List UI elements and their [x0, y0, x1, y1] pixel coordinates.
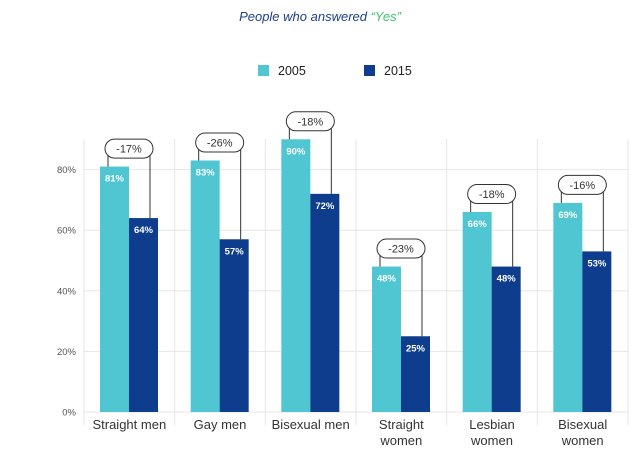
bar-2005	[553, 202, 583, 412]
change-annotation: -18%	[285, 111, 335, 194]
change-annotation: -17%	[104, 138, 154, 219]
bar-value-label: 48%	[497, 274, 517, 285]
chart-title: People who answered “Yes”	[239, 9, 402, 24]
category-label: women	[470, 433, 513, 448]
change-pill	[376, 238, 426, 259]
legend-swatch	[364, 65, 375, 76]
legend-item-2005: 2005	[258, 64, 306, 78]
change-annotation: -26%	[195, 132, 245, 240]
change-label: -23%	[388, 244, 414, 256]
y-tick-label: 40%	[57, 286, 77, 297]
change-annotations: -17% -26% -18% -23% -18% -16%	[104, 111, 607, 337]
bar-value-label: 83%	[196, 168, 216, 179]
legend-item-2015: 2015	[364, 64, 412, 78]
y-tick-label: 0%	[62, 408, 76, 419]
bar-2005	[190, 160, 220, 412]
category-label: Bisexual	[558, 417, 607, 432]
y-tick-label: 60%	[57, 226, 77, 237]
category-label: women	[379, 433, 422, 448]
chart-title-prefix: People who answered	[239, 9, 371, 24]
bar-value-label: 90%	[286, 146, 306, 157]
change-label: -18%	[297, 116, 323, 128]
legend-swatch	[258, 65, 269, 76]
category-label: Bisexual men	[272, 417, 350, 432]
change-pill	[104, 138, 154, 159]
change-pill	[467, 184, 517, 205]
bar-2005	[281, 139, 311, 413]
change-pill	[285, 111, 335, 132]
change-pill	[557, 174, 607, 195]
legend: 2005 2015	[258, 64, 412, 78]
bar-2015	[582, 251, 612, 412]
legend-label: 2005	[278, 64, 306, 78]
grid: 0% 20% 40% 60% 80%	[57, 139, 629, 425]
bar-2015	[310, 193, 340, 412]
change-annotation: -16%	[557, 174, 607, 252]
y-tick-label: 80%	[57, 165, 77, 176]
chart-title-highlight: “Yes”	[371, 9, 402, 24]
bar-value-label: 72%	[315, 201, 335, 212]
bar-2015	[401, 336, 430, 412]
legend-label: 2015	[384, 64, 412, 78]
bar-2015	[219, 239, 249, 412]
change-annotation: -23%	[376, 238, 426, 337]
bar-2005	[100, 166, 129, 412]
bar-value-label: 57%	[225, 246, 245, 257]
bar-2005	[462, 212, 492, 412]
y-tick-label: 20%	[57, 347, 77, 358]
change-label: -26%	[207, 138, 233, 150]
change-label: -17%	[116, 144, 142, 156]
category-axis: Straight men Gay men Bisexual men Straightw…	[92, 417, 607, 448]
bar-2015	[491, 266, 521, 412]
bars: 81% 64% 83% 57% 90% 72% 48% 25% 66% 48% 69% 53%	[100, 139, 612, 413]
change-pill	[195, 132, 245, 153]
bar-value-label: 66%	[468, 219, 488, 230]
change-label: -16%	[569, 180, 595, 192]
bar-value-label: 48%	[377, 274, 397, 285]
bar-value-label: 25%	[406, 343, 426, 354]
bar-value-label: 64%	[134, 225, 154, 236]
category-label: Gay men	[194, 417, 247, 432]
bar-value-label: 81%	[105, 174, 125, 185]
change-label: -18%	[479, 189, 505, 201]
category-label: Lesbian	[469, 417, 515, 432]
bar-2005	[372, 266, 401, 412]
change-annotation: -18%	[467, 184, 517, 267]
category-label: women	[561, 433, 604, 448]
bar-value-label: 53%	[587, 258, 607, 269]
bar-2015	[129, 218, 158, 412]
category-label: Straight men	[92, 417, 166, 432]
bar-value-label: 69%	[558, 210, 578, 221]
category-label: Straight	[379, 417, 424, 432]
